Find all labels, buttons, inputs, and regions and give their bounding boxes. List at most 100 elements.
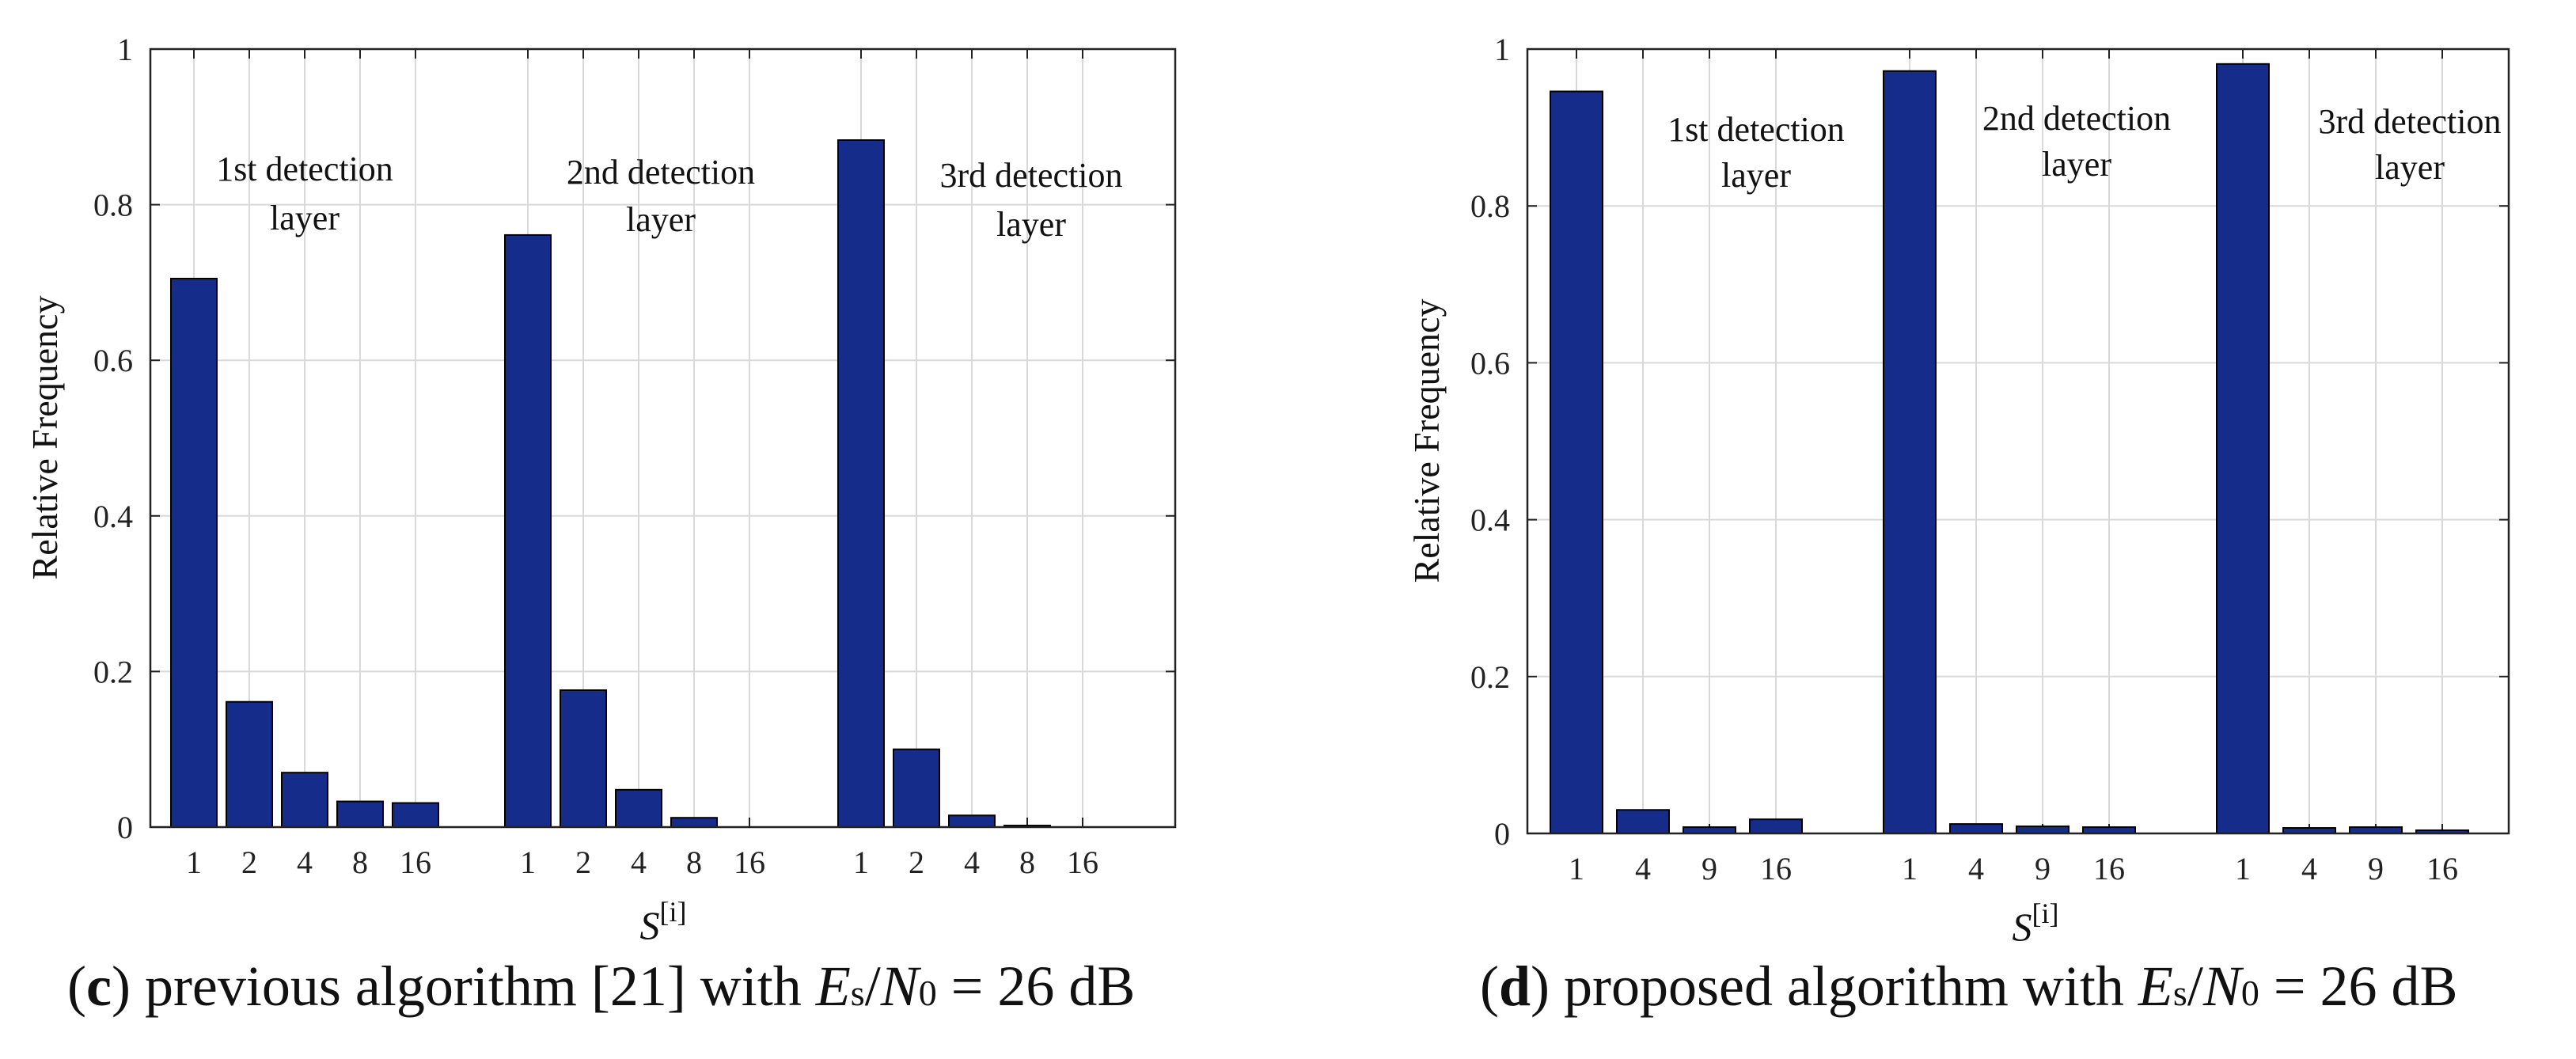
bar-layer1-s4 [281, 772, 328, 828]
bar-layer2-s2 [560, 689, 607, 828]
caption-d-letter: d [1498, 955, 1531, 1018]
caption-d-n0: N [2202, 955, 2241, 1018]
x-axis-label: S[i] [640, 896, 687, 947]
annotation-layer2-line2: layer [2042, 145, 2111, 184]
x-tick-label: 2 [241, 845, 257, 880]
annotation-layer2-line2: layer [626, 200, 696, 239]
y-tick-label: 0.4 [1470, 503, 1510, 538]
caption-c-es: E [815, 955, 851, 1018]
bar-layer1-s8 [336, 800, 384, 828]
y-tick-label: 0.6 [93, 343, 133, 378]
chart-panel-c: 0 0.2 0.4 0.6 0.8 1 1 2 4 8 16 1 2 4 8 16 1 2 4 8 16 1st dete… [25, 32, 1177, 947]
bar-layer1-s1 [170, 277, 218, 828]
x-tick-label: 1 [2235, 851, 2251, 886]
bar-layer1-s1 [1550, 90, 1603, 835]
x-tick-label: 16 [1067, 845, 1098, 880]
bar-layer2-s9 [2016, 826, 2070, 835]
annotation-layer1-line1: 1st detection [1667, 110, 1845, 149]
bar-layer3-s4 [948, 814, 996, 829]
caption-c-slash: / [864, 955, 881, 1018]
y-tick-label: 0.8 [93, 188, 133, 223]
caption-d-slash: / [2187, 955, 2203, 1018]
caption-d-es: E [2138, 955, 2173, 1018]
x-tick-label: 1 [520, 845, 536, 880]
caption-d: (d) proposed algorithm with Es/N0 = 26 d… [1480, 955, 2458, 1018]
caption-d-es-sub: s [2172, 973, 2187, 1013]
x-tick-label: 16 [2426, 851, 2458, 886]
caption-d-text: proposed algorithm with [1564, 955, 2124, 1018]
bar-layer2-s4 [615, 788, 662, 828]
bar-layer1-s16 [1749, 818, 1803, 834]
x-tick-label: 9 [2035, 851, 2051, 886]
x-tick-label: 1 [853, 845, 869, 880]
chart-panel-d: 0 0.2 0.4 0.6 0.8 1 1 4 9 16 1 4 9 16 1 4 9 16 1st detecti… [1406, 32, 2510, 949]
y-tick-label: 0.6 [1470, 345, 1510, 381]
caption-c: (c) previous algorithm [21] with Es/N0 =… [67, 955, 1136, 1018]
bar-layer3-s1 [837, 139, 885, 829]
x-tick-label: 8 [1019, 845, 1035, 880]
bar-layer2-s1 [504, 233, 552, 828]
x-tick-label: 8 [352, 845, 368, 880]
x-tick-label: 16 [734, 845, 765, 880]
x-tick-label: 4 [964, 845, 980, 880]
x-tick-label: 2 [909, 845, 924, 880]
x-tick-label: 2 [575, 845, 591, 880]
plot-frame [1526, 47, 2510, 835]
plot-area [1527, 49, 2509, 833]
x-axis-label-symbol: S [2013, 905, 2032, 949]
x-tick-label: 1 [186, 845, 202, 880]
bar-layer1-s2 [226, 700, 273, 828]
x-tick-label: 16 [400, 845, 431, 880]
y-tick-label: 0.4 [93, 499, 133, 534]
caption-c-text: previous algorithm [21] with [144, 955, 802, 1018]
x-tick-label: 16 [2093, 851, 2125, 886]
bar-layer2-s4 [1949, 823, 2003, 835]
annotation-layer2-line1: 2nd detection [567, 153, 755, 192]
caption-c-n0: N [880, 955, 919, 1018]
bar-layer1-s4 [1616, 809, 1670, 835]
y-tick-label: 0 [1494, 816, 1510, 852]
caption-c-tail: = 26 dB [950, 955, 1136, 1018]
y-tick-label: 1 [1494, 32, 1510, 67]
x-axis-label-symbol: S [640, 903, 660, 947]
plot-area [150, 49, 1175, 827]
y-axis-label: Relative Frequency [1406, 299, 1447, 583]
x-tick-label: 4 [631, 845, 647, 880]
x-tick-label: 8 [686, 845, 702, 880]
bar-layer1-s16 [392, 802, 439, 828]
y-tick-label: 0.2 [93, 654, 133, 689]
bar-layer3-s2 [893, 748, 940, 829]
x-tick-label: 1 [1902, 851, 1918, 886]
caption-d-tail: = 26 dB [2273, 955, 2458, 1018]
annotation-layer1-line2: layer [270, 199, 340, 237]
y-tick-label: 0.8 [1470, 188, 1510, 224]
x-tick-label: 9 [2368, 851, 2384, 886]
x-tick-label: 1 [1569, 851, 1584, 886]
bar-layer2-s8 [670, 817, 718, 828]
x-axis-label: S[i] [2013, 898, 2059, 949]
x-tick-label: 9 [1702, 851, 1717, 886]
plot-frame [149, 47, 1177, 829]
annotation-layer2-line1: 2nd detection [1982, 99, 2171, 138]
y-tick-label: 1 [117, 32, 133, 67]
x-tick-label: 16 [1760, 851, 1792, 886]
annotation-layer1-line1: 1st detection [216, 150, 393, 188]
x-tick-label: 4 [297, 845, 313, 880]
y-axis-label: Relative Frequency [25, 296, 65, 580]
x-tick-label: 4 [1968, 851, 1984, 886]
annotation-layer3-line1: 3rd detection [940, 156, 1123, 195]
bar-layer3-s1 [2216, 63, 2270, 835]
caption-c-letter: c [85, 955, 112, 1018]
y-tick-label: 0.2 [1470, 659, 1510, 695]
caption-d-n0-sub: 0 [2240, 973, 2259, 1013]
annotation-layer3-line2: layer [2375, 148, 2445, 187]
x-axis-label-superscript: [i] [660, 896, 687, 928]
annotation-layer1-line2: layer [1721, 156, 1791, 195]
annotation-layer3-line1: 3rd detection [2319, 102, 2502, 141]
x-tick-label: 4 [2301, 851, 2317, 886]
x-tick-label: 4 [1635, 851, 1651, 886]
y-tick-label: 0 [117, 810, 133, 845]
caption-c-es-sub: s [850, 973, 865, 1013]
annotation-layer3-line2: layer [996, 205, 1066, 244]
